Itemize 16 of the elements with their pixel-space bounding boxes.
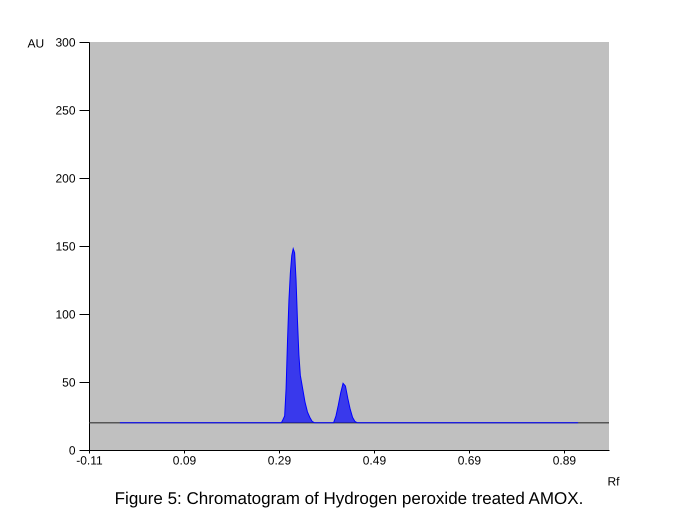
x-tick-label: 0.49 xyxy=(362,454,386,468)
y-tick-label: 250 xyxy=(55,104,76,118)
text: Figure 5: Chromatogram of Hydrogen peroxide treated AMOX. xyxy=(114,489,584,508)
y-tick-label: 50 xyxy=(62,376,76,390)
x-tick-label: 0.89 xyxy=(552,454,576,468)
y-tick-label: 200 xyxy=(55,172,76,186)
y-axis-title: AU xyxy=(28,36,44,50)
y-tick-label: 0 xyxy=(68,444,76,458)
x-tick-label: -0.11 xyxy=(76,454,104,468)
x-tick-label: 0.29 xyxy=(268,454,292,468)
y-tick-label: 100 xyxy=(55,308,76,322)
y-tick-label: 300 xyxy=(55,36,76,50)
y-tick-label: 150 xyxy=(55,240,76,254)
x-axis-title: Rf xyxy=(608,474,620,488)
x-tick-label: 0.09 xyxy=(172,454,196,468)
x-tick-label: 0.69 xyxy=(458,454,482,468)
